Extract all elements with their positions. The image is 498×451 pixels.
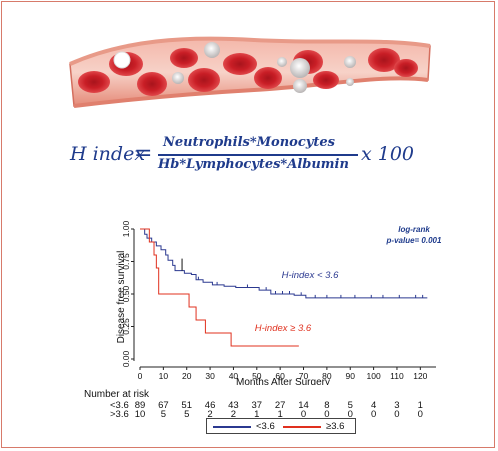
risk-cell: 2: [230, 409, 237, 420]
x-tick-label: 70: [299, 371, 309, 381]
red-blood-cells: [78, 48, 418, 96]
risk-cell: 5: [160, 409, 166, 420]
risk-row-label: >3.6: [110, 409, 129, 420]
chart-axes: 0.00 0.25 0.50 0.75 1.00 0 10 20 30 40 50 60 70 80 90 1…: [121, 220, 436, 381]
fraction-bar: [158, 154, 358, 156]
risk-table-title: Number at risk: [84, 389, 150, 400]
curve-low-hindex: [140, 228, 428, 299]
x-tick-label: 90: [346, 371, 356, 381]
formula-equals: =: [134, 141, 153, 166]
survival-curves: [140, 228, 428, 347]
y-tick-label: 0.50: [121, 285, 131, 302]
white-blood-cells: [113, 42, 356, 93]
x-tick-label: 60: [275, 371, 285, 381]
x-tick-label: 80: [322, 371, 332, 381]
y-tick-label: 0.00: [121, 350, 131, 367]
risk-cell: 43: [228, 400, 239, 411]
chart-legend: <3.6 ≥3.6: [206, 418, 356, 434]
legend-swatch-high: [283, 426, 321, 428]
legend-label-low: <3.6: [256, 421, 275, 432]
risk-cell: 67: [158, 400, 169, 411]
formula-multiplier: x 100: [361, 143, 415, 165]
x-tick-label: 110: [390, 371, 404, 381]
x-tick-label: 120: [413, 371, 427, 381]
y-tick-label: 0.75: [121, 253, 131, 270]
x-tick-label: 30: [205, 371, 215, 381]
risk-cell: 0: [300, 409, 307, 420]
formula-lhs: H index: [70, 143, 146, 165]
risk-cell: 1: [277, 409, 283, 420]
risk-cell: 46: [204, 400, 216, 411]
risk-cell: 0: [347, 409, 353, 420]
curve-high-hindex: [140, 228, 299, 347]
risk-cell: 14: [298, 400, 309, 411]
risk-cell: 3: [394, 400, 400, 411]
legend-swatch-low: [213, 426, 251, 428]
risk-cell: 1: [417, 400, 423, 411]
risk-cell: 0: [370, 409, 377, 420]
x-axis-label: Months After Surgery: [236, 377, 330, 385]
series-label-high: H-index ≥ 3.6: [255, 323, 312, 334]
y-axis-label: Disease free survival: [116, 251, 127, 344]
risk-cell: 1: [254, 409, 260, 420]
risk-cell: 5: [184, 409, 190, 420]
series-label-low: H-index < 3.6: [282, 270, 339, 281]
y-tick-label: 0.25: [121, 318, 131, 335]
risk-cell: 2: [207, 409, 213, 420]
formula-numerator: Neutrophils*Monocytes: [163, 135, 335, 150]
risk-cell: 37: [251, 400, 263, 411]
x-tick-label: 40: [229, 371, 239, 381]
x-tick-label: 20: [182, 371, 192, 381]
x-tick-label: 100: [367, 371, 381, 381]
legend-label-high: ≥3.6: [326, 421, 345, 432]
risk-cell: 0: [324, 409, 330, 420]
h-index-formula: H index = Neutrophils*Monocytes Hb*Lymph…: [0, 133, 498, 181]
x-tick-label: 10: [159, 371, 169, 381]
risk-cell: 0: [417, 409, 423, 420]
kaplan-meier-chart: 0.00 0.25 0.50 0.75 1.00 0 10 20 30 40 50 60 70 80 90 1…: [116, 220, 442, 385]
risk-cell: 89: [134, 400, 146, 411]
formula-denominator: Hb*Lymphocytes*Albumin: [158, 157, 349, 172]
blood-vessel-illustration: [69, 36, 431, 108]
risk-cell: 4: [370, 400, 377, 411]
risk-cell: 5: [347, 400, 353, 411]
y-tick-label: 1.00: [121, 220, 131, 237]
x-tick-label: 50: [252, 371, 262, 381]
logrank-label: log-rank: [398, 225, 430, 234]
risk-cell: 0: [394, 409, 400, 420]
risk-row-label: <3.6: [110, 400, 129, 411]
risk-cell: 27: [274, 400, 286, 411]
pvalue-label: p-value= 0.001: [386, 236, 442, 245]
risk-cell: 51: [181, 400, 192, 411]
risk-cell: 10: [134, 409, 146, 420]
x-tick-label: 0: [138, 371, 143, 381]
risk-cell: 8: [324, 400, 330, 411]
